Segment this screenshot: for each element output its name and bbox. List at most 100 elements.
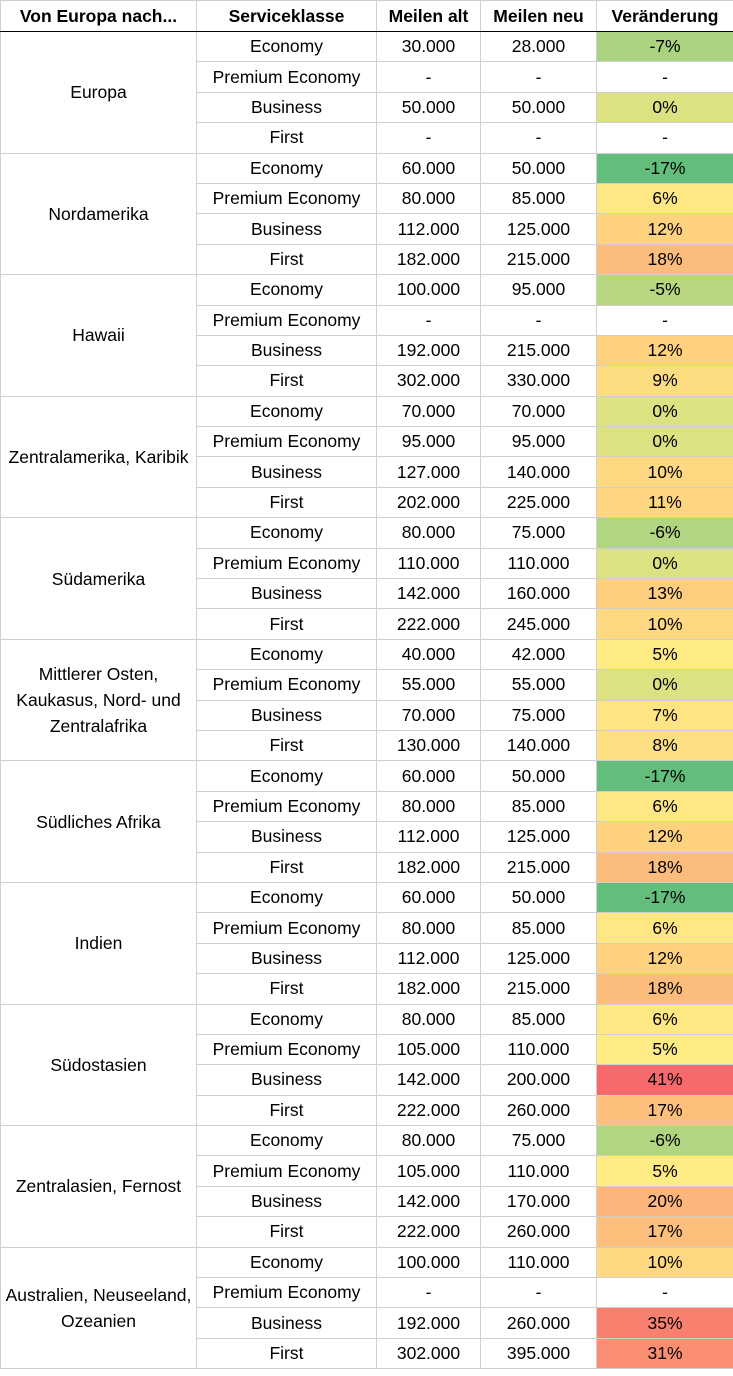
header-miles-old[interactable]: Meilen alt — [376, 0, 481, 32]
change-cell[interactable]: 35% — [596, 1307, 733, 1339]
miles-new-cell[interactable]: 260.000 — [480, 1307, 597, 1339]
miles-old-cell[interactable]: 142.000 — [376, 578, 481, 610]
miles-new-cell[interactable]: 140.000 — [480, 456, 597, 488]
miles-old-cell[interactable]: 110.000 — [376, 547, 481, 580]
miles-old-cell[interactable]: 100.000 — [376, 274, 481, 306]
miles-new-cell[interactable]: - — [480, 122, 597, 154]
change-cell[interactable]: 5% — [596, 638, 733, 671]
service-class-cell[interactable]: Business — [196, 942, 377, 975]
service-class-cell[interactable]: Premium Economy — [196, 1033, 377, 1066]
miles-new-cell[interactable]: - — [480, 304, 597, 336]
region-cell[interactable]: Zentralasien, Fernost — [0, 1125, 197, 1248]
miles-new-cell[interactable]: 50.000 — [480, 760, 597, 792]
change-cell[interactable]: -17% — [596, 760, 733, 792]
service-class-cell[interactable]: First — [196, 851, 377, 883]
miles-old-cell[interactable]: 80.000 — [376, 790, 481, 823]
change-cell[interactable]: 17% — [596, 1216, 733, 1248]
miles-new-cell[interactable]: 170.000 — [480, 1185, 597, 1218]
miles-old-cell[interactable]: 95.000 — [376, 426, 481, 458]
miles-new-cell[interactable]: 200.000 — [480, 1064, 597, 1096]
miles-old-cell[interactable]: 30.000 — [376, 30, 481, 63]
service-class-cell[interactable]: Business — [196, 213, 377, 245]
miles-new-cell[interactable]: 55.000 — [480, 669, 597, 701]
change-cell[interactable]: -6% — [596, 1125, 733, 1157]
service-class-cell[interactable]: Economy — [196, 395, 377, 428]
miles-new-cell[interactable]: 395.000 — [480, 1337, 597, 1370]
miles-old-cell[interactable]: 80.000 — [376, 912, 481, 944]
miles-old-cell[interactable]: 182.000 — [376, 243, 481, 276]
change-cell[interactable]: 11% — [596, 486, 733, 519]
change-cell[interactable]: 12% — [596, 213, 733, 245]
miles-new-cell[interactable]: 50.000 — [480, 881, 597, 914]
miles-old-cell[interactable]: 60.000 — [376, 881, 481, 914]
change-cell[interactable]: 12% — [596, 821, 733, 853]
service-class-cell[interactable]: Economy — [196, 1125, 377, 1157]
miles-new-cell[interactable]: 110.000 — [480, 1033, 597, 1066]
miles-new-cell[interactable]: 95.000 — [480, 426, 597, 458]
service-class-cell[interactable]: Premium Economy — [196, 182, 377, 215]
miles-old-cell[interactable]: 112.000 — [376, 213, 481, 245]
miles-old-cell[interactable]: 222.000 — [376, 608, 481, 640]
service-class-cell[interactable]: First — [196, 608, 377, 640]
region-cell[interactable]: Zentralamerika, Karibik — [0, 395, 197, 519]
miles-old-cell[interactable]: 80.000 — [376, 1003, 481, 1035]
service-class-cell[interactable]: Economy — [196, 881, 377, 914]
miles-new-cell[interactable]: 85.000 — [480, 182, 597, 215]
miles-new-cell[interactable]: 160.000 — [480, 578, 597, 610]
miles-old-cell[interactable]: 100.000 — [376, 1246, 481, 1279]
change-cell[interactable]: 31% — [596, 1337, 733, 1370]
service-class-cell[interactable]: First — [196, 122, 377, 154]
region-cell[interactable]: Mittlerer Osten, Kaukasus, Nord- und Zen… — [0, 638, 197, 762]
miles-old-cell[interactable]: 112.000 — [376, 821, 481, 853]
miles-old-cell[interactable]: - — [376, 61, 481, 93]
miles-old-cell[interactable]: 80.000 — [376, 182, 481, 215]
change-cell[interactable]: 8% — [596, 729, 733, 762]
service-class-cell[interactable]: First — [196, 973, 377, 1005]
miles-old-cell[interactable]: 105.000 — [376, 1033, 481, 1066]
change-cell[interactable]: 12% — [596, 334, 733, 367]
change-cell[interactable]: -6% — [596, 517, 733, 549]
service-class-cell[interactable]: First — [196, 1337, 377, 1370]
change-cell[interactable]: 18% — [596, 851, 733, 883]
miles-new-cell[interactable]: 110.000 — [480, 1155, 597, 1187]
miles-new-cell[interactable]: 95.000 — [480, 274, 597, 306]
region-cell[interactable]: Indien — [0, 881, 197, 1005]
change-cell[interactable]: 0% — [596, 547, 733, 580]
service-class-cell[interactable]: Economy — [196, 1246, 377, 1279]
miles-old-cell[interactable]: 142.000 — [376, 1064, 481, 1096]
miles-new-cell[interactable]: 260.000 — [480, 1216, 597, 1248]
change-cell[interactable]: 41% — [596, 1064, 733, 1096]
change-cell[interactable]: -5% — [596, 274, 733, 306]
service-class-cell[interactable]: Business — [196, 578, 377, 610]
miles-new-cell[interactable]: 50.000 — [480, 152, 597, 184]
service-class-cell[interactable]: Premium Economy — [196, 304, 377, 336]
change-cell[interactable]: 12% — [596, 942, 733, 975]
region-cell[interactable]: Südliches Afrika — [0, 760, 197, 883]
miles-old-cell[interactable]: 80.000 — [376, 517, 481, 549]
change-cell[interactable]: 10% — [596, 1246, 733, 1279]
miles-old-cell[interactable]: - — [376, 304, 481, 336]
miles-old-cell[interactable]: 127.000 — [376, 456, 481, 488]
service-class-cell[interactable]: Business — [196, 91, 377, 124]
miles-old-cell[interactable]: 182.000 — [376, 973, 481, 1005]
change-cell[interactable]: 18% — [596, 973, 733, 1005]
service-class-cell[interactable]: Economy — [196, 760, 377, 792]
service-class-cell[interactable]: Economy — [196, 517, 377, 549]
service-class-cell[interactable]: Economy — [196, 30, 377, 63]
change-cell[interactable]: 0% — [596, 426, 733, 458]
miles-new-cell[interactable]: 140.000 — [480, 729, 597, 762]
miles-new-cell[interactable]: 215.000 — [480, 973, 597, 1005]
miles-new-cell[interactable]: 330.000 — [480, 365, 597, 397]
miles-new-cell[interactable]: 70.000 — [480, 395, 597, 428]
service-class-cell[interactable]: Business — [196, 699, 377, 731]
miles-new-cell[interactable]: 85.000 — [480, 790, 597, 823]
miles-old-cell[interactable]: - — [376, 122, 481, 154]
header-region[interactable]: Von Europa nach... — [0, 0, 197, 32]
change-cell[interactable]: 5% — [596, 1033, 733, 1066]
service-class-cell[interactable]: Economy — [196, 152, 377, 184]
header-change[interactable]: Veränderung — [596, 0, 733, 32]
service-class-cell[interactable]: First — [196, 243, 377, 276]
change-cell[interactable]: 10% — [596, 608, 733, 640]
region-cell[interactable]: Europa — [0, 31, 197, 154]
service-class-cell[interactable]: First — [196, 1094, 377, 1127]
